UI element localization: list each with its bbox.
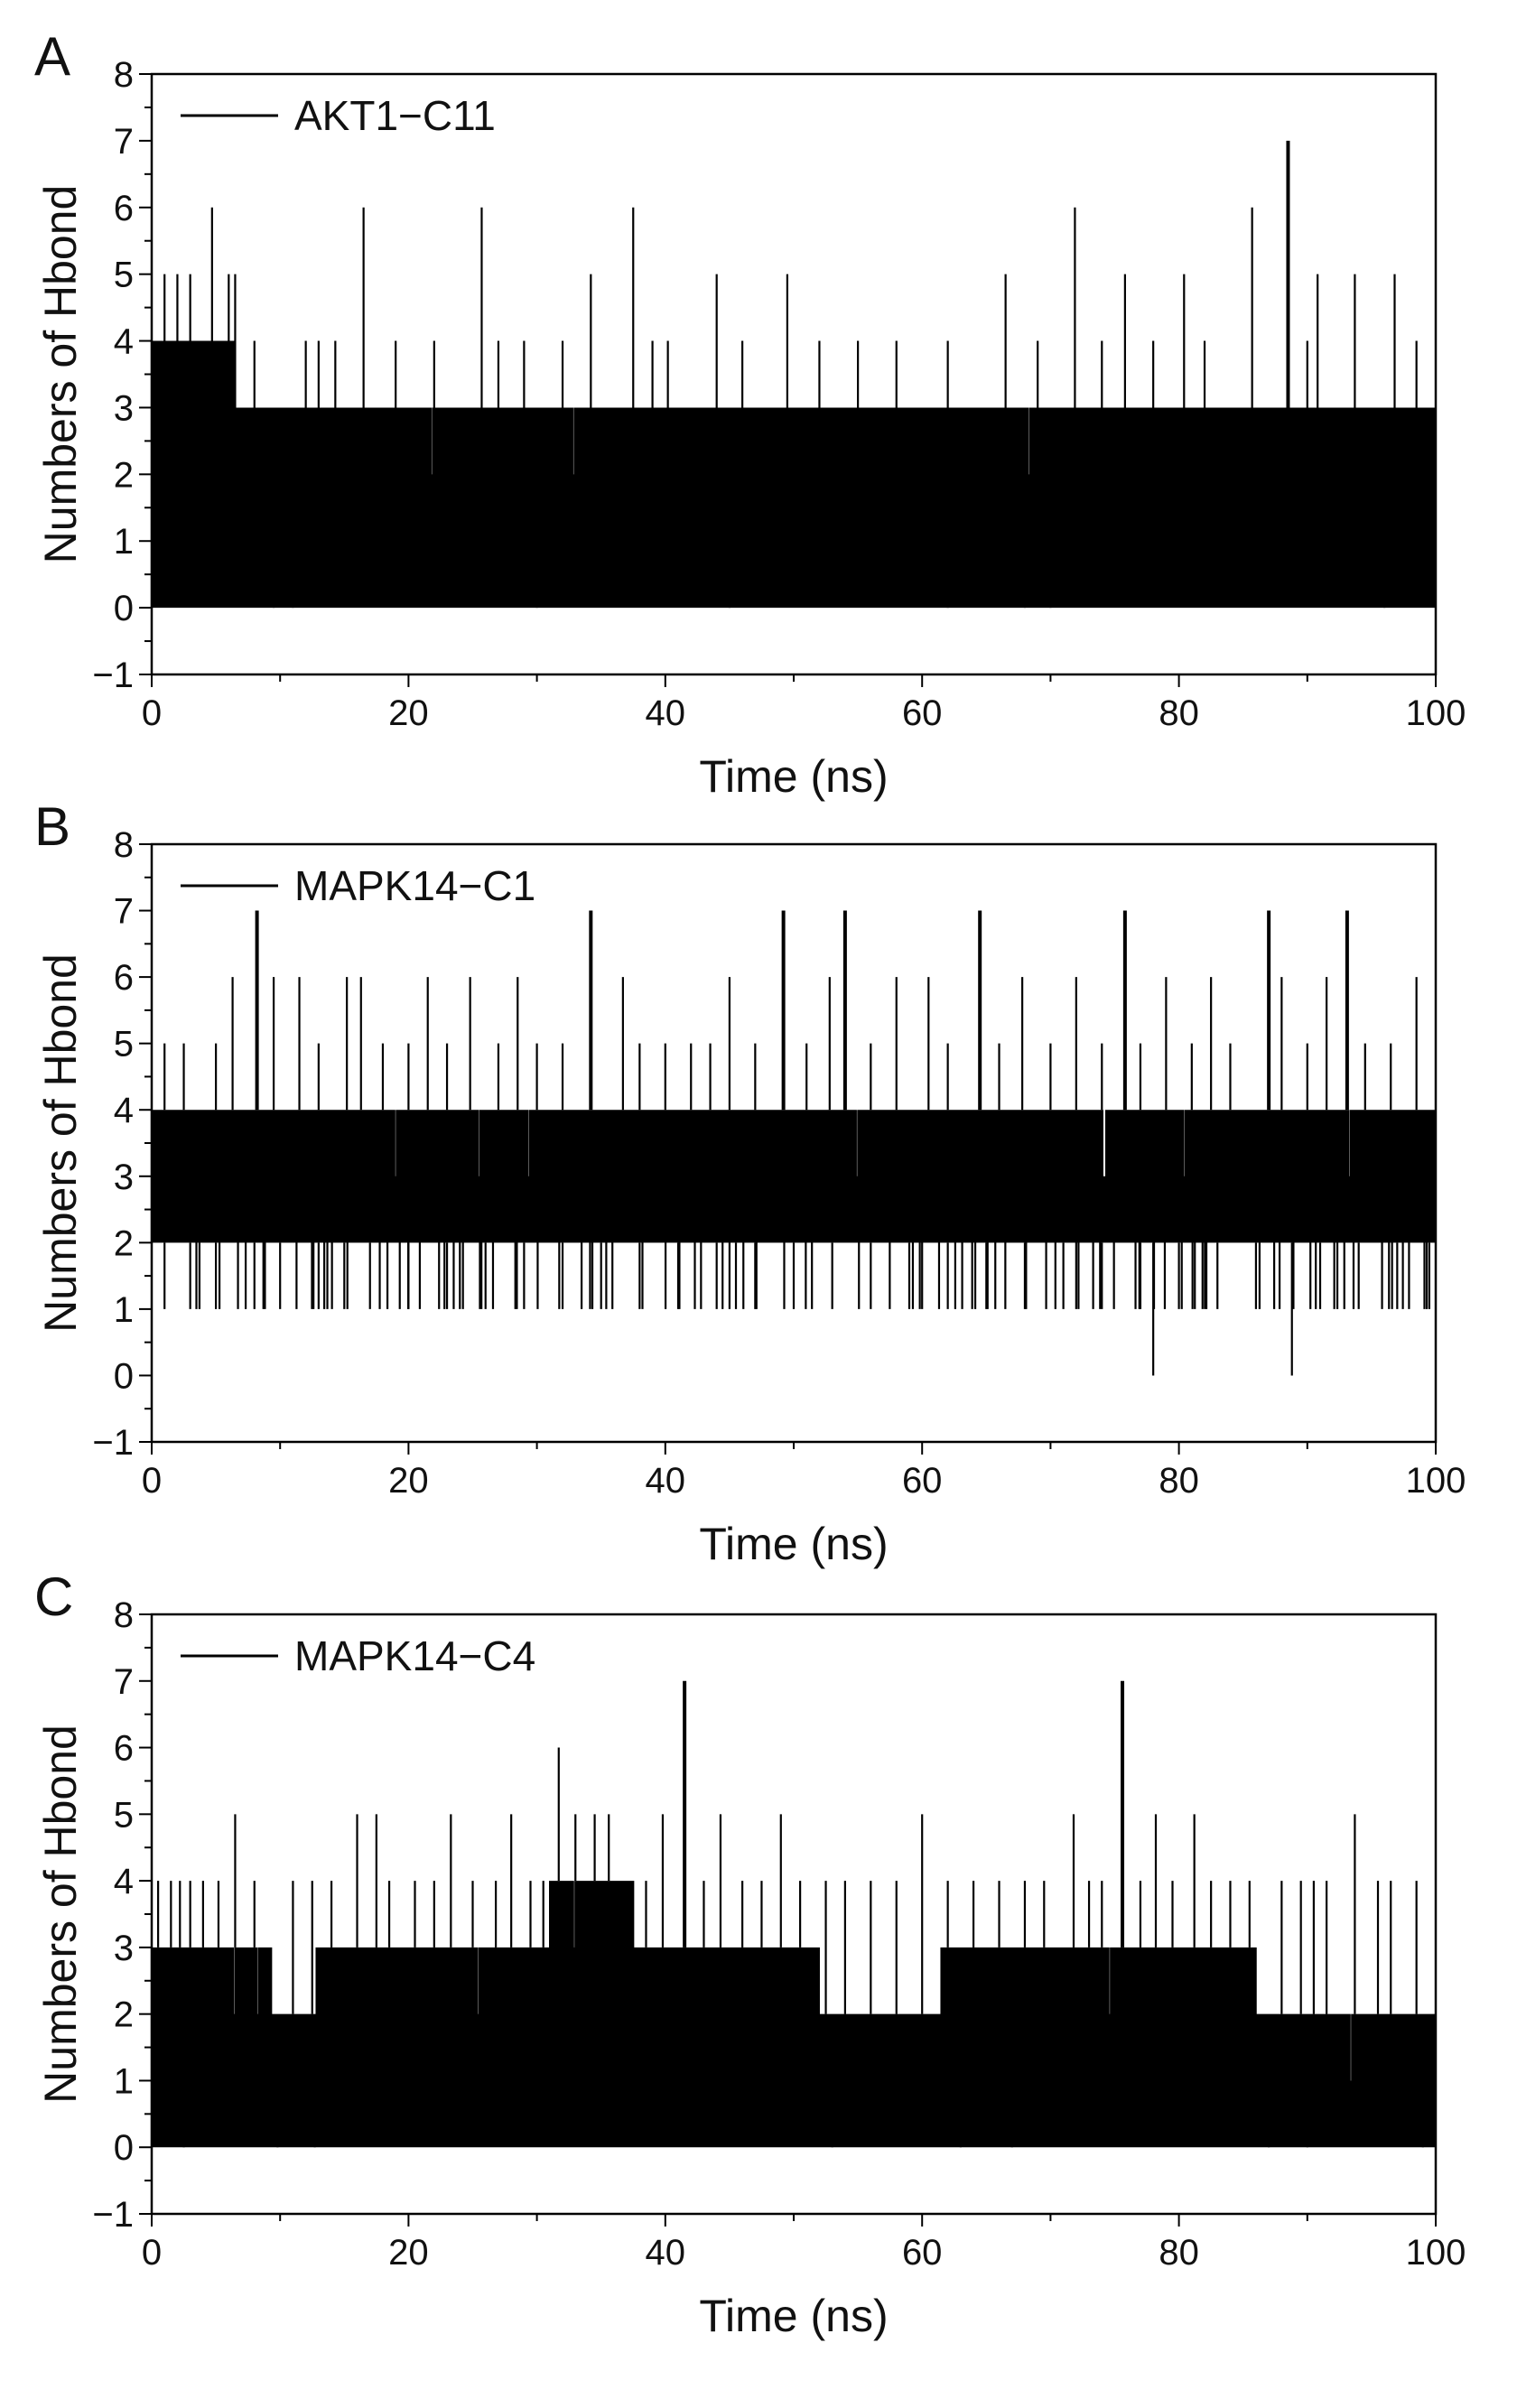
y-tick-label: 4 xyxy=(114,1862,134,1901)
y-tick-label: 3 xyxy=(114,1929,134,1968)
x-tick-label: 100 xyxy=(1406,693,1466,733)
y-tick-label: 1 xyxy=(114,2061,134,2101)
y-tick-label: 2 xyxy=(114,455,134,495)
y-tick-label: 1 xyxy=(114,522,134,562)
panel-letter: B xyxy=(34,796,70,857)
y-axis: −1 0 1 2 3 4 5 6 7 8 xyxy=(92,1595,152,2235)
y-tick-label: 0 xyxy=(114,1356,134,1396)
x-axis-title: Time (ns) xyxy=(699,751,888,802)
x-tick-label: 60 xyxy=(902,2233,943,2273)
y-tick-label: −1 xyxy=(92,655,134,695)
y-tick-label: 7 xyxy=(114,122,134,162)
y-tick-label: 5 xyxy=(114,1795,134,1835)
x-tick-label: 0 xyxy=(142,693,162,733)
hbond-band xyxy=(150,340,1437,609)
x-tick-label: 100 xyxy=(1406,2233,1466,2273)
legend-label: MAPK14−C4 xyxy=(294,1632,535,1679)
x-axis-title: Time (ns) xyxy=(699,1519,888,1569)
y-tick-label: 3 xyxy=(114,388,134,428)
y-axis: −1 0 1 2 3 4 5 6 7 8 xyxy=(92,55,152,695)
y-tick-label: 5 xyxy=(114,256,134,295)
y-tick-label: −1 xyxy=(92,2195,134,2235)
y-tick-label: 6 xyxy=(114,189,134,228)
y-tick-label: 0 xyxy=(114,2128,134,2168)
x-tick-label: 20 xyxy=(388,1461,429,1501)
legend: MAPK14−C1 xyxy=(181,862,535,909)
legend: AKT1−C11 xyxy=(181,92,496,139)
x-tick-label: 80 xyxy=(1159,2233,1199,2273)
legend-label: MAPK14−C1 xyxy=(294,862,535,909)
y-tick-label: 8 xyxy=(114,825,134,865)
y-axis: −1 0 1 2 3 4 5 6 7 8 xyxy=(92,825,152,1463)
y-tick-label: 7 xyxy=(114,892,134,932)
y-tick-label: 6 xyxy=(114,958,134,998)
panel-letter: A xyxy=(34,26,70,87)
legend: MAPK14−C4 xyxy=(181,1632,535,1679)
x-axis-title: Time (ns) xyxy=(699,2291,888,2341)
y-tick-label: 2 xyxy=(114,1223,134,1263)
panel-letter: C xyxy=(34,1567,73,1627)
x-tick-label: 0 xyxy=(142,1461,162,1501)
y-tick-label: 6 xyxy=(114,1729,134,1769)
x-tick-label: 80 xyxy=(1159,693,1199,733)
x-tick-label: 60 xyxy=(902,693,943,733)
hbond-trace xyxy=(150,1680,1437,2148)
x-axis: 0 20 40 60 80 100 xyxy=(142,2214,1466,2273)
x-axis: 0 20 40 60 80 100 xyxy=(142,1442,1466,1501)
x-tick-label: 40 xyxy=(646,2233,686,2273)
y-axis-title: Numbers of Hbond xyxy=(35,185,86,564)
y-tick-label: 3 xyxy=(114,1158,134,1197)
hbond-trace xyxy=(150,140,1437,609)
y-tick-label: 7 xyxy=(114,1662,134,1702)
x-axis: 0 20 40 60 80 100 xyxy=(142,674,1466,733)
legend-label: AKT1−C11 xyxy=(294,92,496,139)
x-tick-label: 40 xyxy=(646,693,686,733)
y-tick-label: −1 xyxy=(92,1423,134,1463)
hbond-trace xyxy=(150,910,1437,1376)
y-tick-label: 4 xyxy=(114,1091,134,1130)
x-tick-label: 20 xyxy=(388,2233,429,2273)
y-tick-label: 4 xyxy=(114,322,134,362)
y-tick-label: 5 xyxy=(114,1025,134,1065)
y-tick-label: 8 xyxy=(114,55,134,95)
y-tick-label: 2 xyxy=(114,1995,134,2035)
x-tick-label: 20 xyxy=(388,693,429,733)
y-tick-label: 8 xyxy=(114,1595,134,1635)
y-axis-title: Numbers of Hbond xyxy=(35,953,86,1333)
y-tick-label: 1 xyxy=(114,1290,134,1330)
x-tick-label: 40 xyxy=(646,1461,686,1501)
y-axis-title: Numbers of Hbond xyxy=(35,1725,86,2104)
hbond-band xyxy=(150,1881,1437,2148)
y-tick-label: 0 xyxy=(114,589,134,628)
x-tick-label: 0 xyxy=(142,2233,162,2273)
x-tick-label: 100 xyxy=(1406,1461,1466,1501)
x-tick-label: 60 xyxy=(902,1461,943,1501)
x-tick-label: 80 xyxy=(1159,1461,1199,1501)
